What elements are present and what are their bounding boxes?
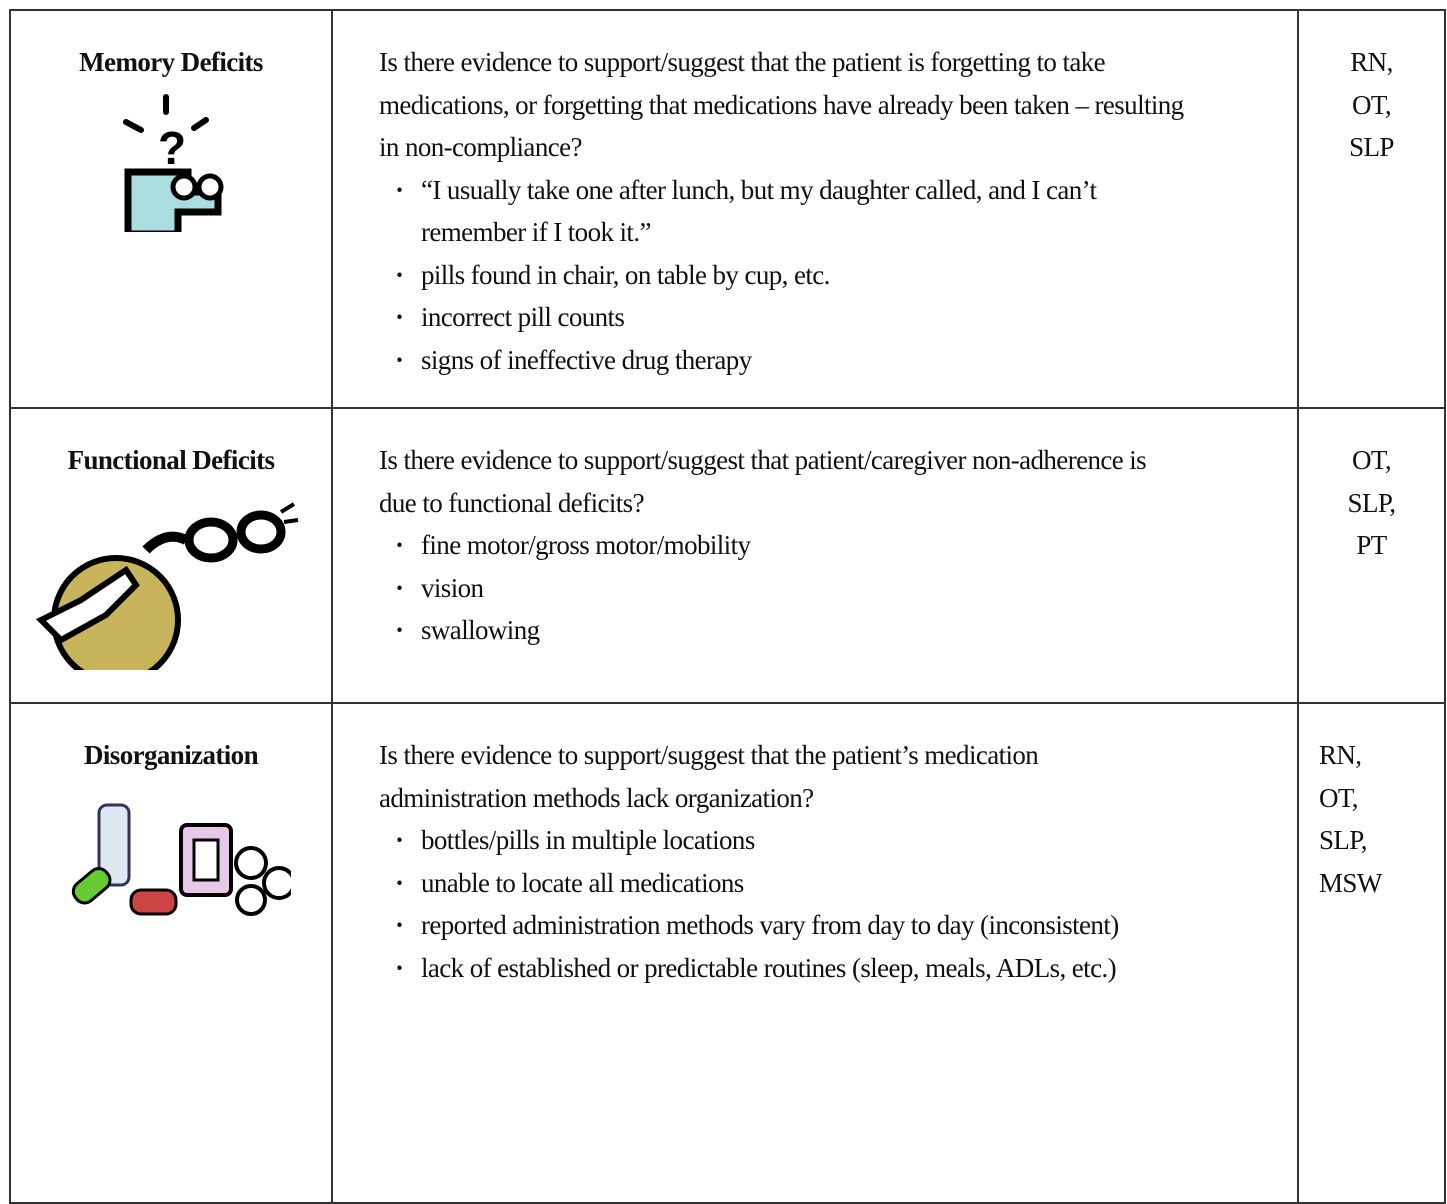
bullet-item: vision [395, 567, 1189, 610]
bullet-item: reported administration methods vary fro… [395, 904, 1189, 947]
question: Is there evidence to support/suggest tha… [379, 47, 1184, 162]
bullet-item: incorrect pill counts [395, 296, 1189, 339]
category-cell: Disorganization [9, 702, 333, 1204]
discipline-list: OT, SLP, PT [1299, 439, 1444, 567]
discipline: RN, [1319, 740, 1362, 770]
bullet-item: signs of ineffective drug therapy [395, 339, 1189, 382]
discipline: OT, [1352, 445, 1392, 475]
bullet-item: swallowing [395, 609, 1189, 652]
discipline: SLP, [1347, 487, 1396, 518]
bullet-list: fine motor/gross motor/mobilityvisionswa… [379, 524, 1189, 652]
category-cell: Functional Deficits [9, 407, 333, 704]
bullet-list: bottles/pills in multiple locationsunabl… [379, 819, 1189, 989]
bullet-item: pills found in chair, on table by cup, e… [395, 254, 1189, 297]
category-title: Memory Deficits [79, 47, 263, 77]
question: Is there evidence to support/suggest tha… [379, 740, 1039, 813]
category-cell: Memory Deficits? [9, 9, 333, 409]
table-row: Functional Deficits Is there evidence to … [9, 407, 1446, 704]
bullet-item: lack of established or predictable routi… [395, 947, 1189, 990]
bullet-list: “I usually take one after lunch, but my … [379, 169, 1189, 382]
discipline: SLP [1349, 132, 1394, 162]
description: Is there evidence to support/suggest tha… [333, 704, 1189, 989]
assessment-table: Memory Deficits? Is there evidence to sup… [9, 9, 1446, 1204]
description-cell: Is there evidence to support/suggest tha… [331, 9, 1299, 409]
discipline: SLP, [1319, 825, 1367, 855]
discipline: RN, [1350, 47, 1393, 77]
table-body: Memory Deficits? Is there evidence to sup… [9, 9, 1446, 1204]
table-row: Memory Deficits? Is there evidence to sup… [9, 9, 1446, 409]
category-title: Disorganization [83, 740, 259, 770]
discipline-cell: OT, SLP, PT [1297, 407, 1446, 704]
question: Is there evidence to support/suggest tha… [379, 445, 1147, 518]
discipline-list: RN, OT, SLP, MSW [1299, 734, 1444, 904]
bullet-item: unable to locate all medications [395, 862, 1189, 905]
category-icon [71, 803, 291, 916]
discipline-list: RN, OT, SLP [1299, 41, 1444, 169]
category-title: Functional Deficits [67, 445, 275, 475]
bullet-item: fine motor/gross motor/mobility [395, 524, 1189, 567]
discipline: PT [1356, 530, 1387, 560]
discipline: OT, [1319, 782, 1359, 813]
discipline: OT, [1352, 89, 1392, 120]
bullet-item: bottles/pills in multiple locations [395, 819, 1189, 862]
svg-text:?: ? [158, 122, 186, 174]
discipline-cell: RN, OT, SLP, MSW [1297, 702, 1446, 1204]
description: Is there evidence to support/suggest tha… [333, 409, 1189, 652]
page: Memory Deficits? Is there evidence to sup… [0, 0, 1447, 1111]
description-cell: Is there evidence to support/suggest tha… [331, 407, 1299, 704]
category-icon [36, 501, 299, 670]
description-cell: Is there evidence to support/suggest tha… [331, 702, 1299, 1204]
discipline: MSW [1319, 867, 1382, 898]
description: Is there evidence to support/suggest tha… [333, 11, 1189, 381]
category-icon: ? [123, 93, 224, 232]
bullet-item: “I usually take one after lunch, but my … [395, 169, 1189, 254]
table-row: Disorganization Is there evidence to supp… [9, 702, 1446, 1204]
discipline-cell: RN, OT, SLP [1297, 9, 1446, 409]
